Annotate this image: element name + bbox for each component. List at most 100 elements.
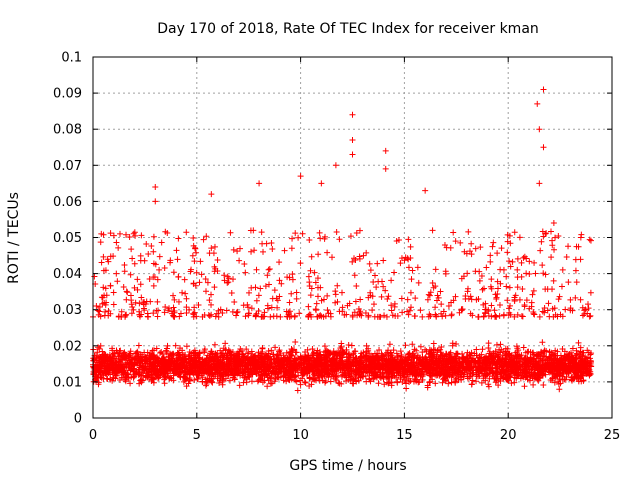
- data-point: [503, 371, 510, 378]
- data-point: [511, 229, 518, 236]
- data-point: [558, 283, 565, 290]
- data-point: [136, 354, 143, 361]
- data-point: [318, 363, 325, 370]
- data-point: [165, 364, 172, 371]
- data-point: [250, 227, 257, 234]
- data-point: [415, 279, 422, 286]
- data-point: [248, 348, 255, 355]
- data-point: [524, 376, 531, 383]
- data-point: [271, 287, 278, 294]
- data-point: [518, 313, 525, 320]
- data-point: [391, 369, 398, 376]
- data-point: [221, 272, 228, 279]
- x-tick-label: 0: [89, 428, 97, 443]
- data-point: [523, 270, 530, 277]
- data-point: [203, 359, 210, 366]
- data-point: [322, 313, 329, 320]
- data-point: [473, 378, 480, 385]
- data-point: [552, 374, 559, 381]
- data-point: [197, 258, 204, 265]
- data-point: [135, 342, 142, 349]
- data-point: [376, 347, 383, 354]
- data-point: [133, 350, 140, 357]
- data-point: [101, 354, 108, 361]
- data-point: [462, 356, 469, 363]
- data-point: [240, 302, 247, 309]
- data-point: [310, 350, 317, 357]
- data-point: [479, 367, 486, 374]
- data-point: [577, 344, 584, 351]
- data-point: [506, 258, 513, 265]
- data-point: [189, 252, 196, 259]
- data-point: [261, 309, 268, 316]
- data-point: [99, 348, 106, 355]
- data-point: [451, 353, 458, 360]
- data-point: [332, 291, 339, 298]
- data-point: [161, 380, 168, 387]
- data-point: [98, 294, 105, 301]
- data-point: [259, 355, 266, 362]
- data-point: [402, 342, 409, 349]
- data-point: [386, 379, 393, 386]
- data-point: [210, 250, 217, 257]
- data-point: [548, 254, 555, 261]
- data-point: [190, 234, 197, 241]
- data-point: [495, 361, 502, 368]
- data-point: [354, 368, 361, 375]
- data-point: [506, 284, 513, 291]
- data-point: [452, 293, 459, 300]
- data-point: [182, 369, 189, 376]
- data-point: [408, 276, 415, 283]
- x-tick-label: 20: [500, 428, 517, 443]
- data-point: [452, 354, 459, 361]
- data-point: [116, 352, 123, 359]
- data-point: [550, 277, 557, 284]
- data-point: [508, 380, 515, 387]
- data-point: [269, 380, 276, 387]
- data-point: [383, 313, 390, 320]
- data-point: [266, 265, 273, 272]
- data-point: [195, 367, 202, 374]
- data-point: [485, 353, 492, 360]
- data-point: [141, 349, 148, 356]
- data-point: [230, 356, 237, 363]
- data-point: [264, 272, 271, 279]
- data-point: [565, 352, 572, 359]
- data-point: [353, 282, 360, 289]
- data-point: [380, 257, 387, 264]
- data-point: [311, 269, 318, 276]
- data-point: [96, 308, 103, 315]
- data-point: [103, 375, 110, 382]
- data-point: [484, 356, 491, 363]
- data-point: [291, 364, 298, 371]
- data-point: [127, 292, 134, 299]
- data-point: [526, 258, 533, 265]
- data-point: [191, 365, 198, 372]
- data-point-outlier: [577, 234, 584, 241]
- data-point: [181, 276, 188, 283]
- data-point: [375, 380, 382, 387]
- data-point: [223, 307, 230, 314]
- data-point: [148, 242, 155, 249]
- data-point: [398, 255, 405, 262]
- data-point: [208, 291, 215, 298]
- data-point: [338, 289, 345, 296]
- data-point: [522, 368, 529, 375]
- data-point: [494, 365, 501, 372]
- data-point: [347, 233, 354, 240]
- data-point: [447, 364, 454, 371]
- data-point: [485, 381, 492, 388]
- data-point: [554, 371, 561, 378]
- data-point: [310, 363, 317, 370]
- data-point: [419, 313, 426, 320]
- data-point: [374, 260, 381, 267]
- data-point: [462, 365, 469, 372]
- data-point-outlier: [116, 230, 123, 237]
- data-point: [264, 374, 271, 381]
- data-point: [483, 364, 490, 371]
- data-point: [464, 349, 471, 356]
- data-point: [97, 342, 104, 349]
- data-point: [424, 296, 431, 303]
- data-point: [530, 287, 537, 294]
- data-point: [442, 270, 449, 277]
